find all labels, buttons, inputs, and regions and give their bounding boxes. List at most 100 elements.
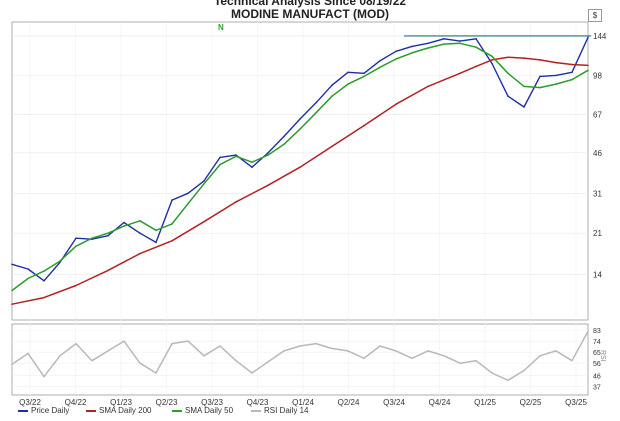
series-point-sma-daily-50 [59,260,61,262]
legend-item-price: Price Daily [18,406,69,415]
series-point-price-daily [539,75,541,78]
series-point-sma-daily-50 [107,232,109,234]
series-point-sma-daily-200 [555,61,557,64]
x-tick-label: Q3/24 [383,398,405,407]
series-point-sma-daily-50 [187,202,189,205]
series-point-rsi-daily-14 [139,362,141,365]
series-point-sma-daily-50 [219,163,221,166]
rsi-axis-label: RSI [599,350,606,362]
legend-label: RSI Daily 14 [264,406,309,415]
currency-badge[interactable]: $ [588,9,602,22]
series-point-price-daily [411,45,413,48]
series-point-rsi-daily-14 [219,345,221,347]
series-point-sma-daily-200 [571,63,573,66]
price-tick-label: 31 [593,189,602,198]
series-point-price-daily [395,50,397,53]
series-point-price-daily [235,154,237,156]
price-tick-label: 46 [593,149,602,158]
series-point-sma-daily-50 [155,229,157,232]
x-tick-label: Q1/23 [110,398,132,407]
price-tick-label: 98 [593,71,602,80]
rsi-tick-label: 83 [593,328,601,335]
price-tick-label: 14 [593,271,602,280]
series-point-sma-daily-200 [507,56,509,58]
series-point-sma-daily-200 [43,296,45,299]
rsi-tick-label: 46 [593,373,601,380]
series-point-rsi-daily-14 [411,357,413,360]
series-line-rsi-daily-14 [11,330,589,382]
series-point-price-daily [315,102,317,104]
series-point-rsi-daily-14 [43,375,45,378]
series-point-sma-daily-50 [315,112,317,114]
x-tick-label: Q3/22 [19,398,41,407]
series-point-rsi-daily-14 [155,372,157,374]
series-point-sma-daily-200 [539,59,541,61]
legend-swatch [18,409,28,412]
series-point-rsi-daily-14 [91,359,93,362]
x-tick-label: Q2/25 [520,398,542,407]
series-point-price-daily [347,71,349,74]
price-panel-frame [11,21,589,321]
series-point-sma-daily-200 [203,220,205,223]
series-point-sma-daily-200 [235,201,237,203]
x-tick-label: Q3/23 [201,398,223,407]
series-point-rsi-daily-14 [347,350,349,352]
series-point-sma-daily-50 [379,66,381,69]
series-point-rsi-daily-14 [363,357,365,360]
series-point-price-daily [11,263,13,266]
series-point-sma-daily-50 [91,237,93,239]
series-point-rsi-daily-14 [283,350,285,352]
series-point-sma-daily-200 [395,103,397,105]
series-point-price-daily [427,42,429,45]
x-tick-label: Q4/23 [247,398,269,407]
series-point-rsi-daily-14 [475,359,477,362]
x-tick-label: Q1/25 [474,398,496,407]
series-point-rsi-daily-14 [491,372,493,374]
series-point-sma-daily-200 [75,284,77,287]
series-point-price-daily [571,71,573,74]
x-tick-label: Q4/24 [429,398,451,407]
series-point-sma-daily-200 [11,303,13,306]
series-point-sma-daily-200 [363,124,365,127]
series-point-sma-daily-200 [475,65,477,68]
series-point-price-daily [75,237,77,239]
legend-swatch [172,409,182,412]
series-point-price-daily [459,40,461,42]
x-tick-label: Q2/24 [338,398,360,407]
legend-item-sma50: SMA Daily 50 [172,406,233,415]
rsi-tick-label: 65 [593,350,601,357]
series-point-price-daily [283,135,285,138]
series-point-sma-daily-50 [171,223,173,225]
series-line-price-daily [11,37,589,282]
series-point-rsi-daily-14 [443,355,445,357]
series-point-sma-daily-50 [11,289,13,292]
series-point-sma-daily-50 [331,95,333,97]
rsi-tick-label: 74 [593,339,601,346]
series-point-rsi-daily-14 [75,342,77,345]
series-point-sma-daily-50 [539,86,541,89]
series-point-rsi-daily-14 [107,350,109,352]
series-point-price-daily [219,156,221,159]
series-point-sma-daily-50 [203,183,205,185]
price-tick-label: 67 [593,110,602,119]
rsi-panel-frame [11,323,589,396]
legend-item-rsi: RSI Daily 14 [251,406,308,415]
series-point-price-daily [555,74,557,77]
legend-label: SMA Daily 200 [99,406,152,415]
series-point-sma-daily-50 [27,277,29,280]
chart-title: MODINE MANUFACT (MOD) [231,7,389,21]
series-point-price-daily [171,199,173,201]
legend-label: SMA Daily 50 [185,406,234,415]
price-tick-label: 21 [593,229,602,238]
series-point-sma-daily-50 [363,75,365,78]
series-point-price-daily [43,280,45,282]
series-point-sma-daily-50 [459,42,461,45]
series-point-rsi-daily-14 [123,340,125,342]
series-point-sma-daily-200 [267,184,269,187]
chart-subtitle: Technical Analysis Since 08/19/22 [213,0,407,8]
series-point-rsi-daily-14 [11,363,13,366]
series-point-sma-daily-50 [75,245,77,247]
series-point-sma-daily-50 [507,72,509,75]
series-point-price-daily [107,234,109,237]
series-point-sma-daily-50 [491,55,493,58]
